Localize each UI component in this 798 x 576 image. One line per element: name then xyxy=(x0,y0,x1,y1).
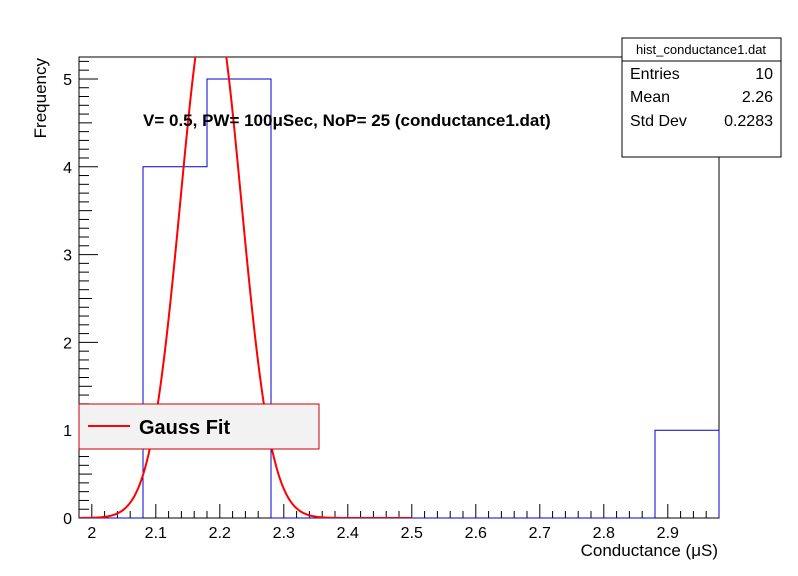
y-axis-title: Frequency xyxy=(31,58,50,139)
legend-label-gauss-fit: Gauss Fit xyxy=(139,417,230,439)
x-tick-label: 2.3 xyxy=(273,525,295,542)
stats-box-title: hist_conductance1.dat xyxy=(636,42,766,57)
y-tick-label: 5 xyxy=(63,72,72,89)
x-axis-title: Conductance (μS) xyxy=(581,541,718,560)
y-tick-label: 4 xyxy=(63,160,72,177)
x-tick-label: 2.9 xyxy=(657,525,679,542)
stats-label-entries: Entries xyxy=(630,66,680,83)
x-tick-label: 2 xyxy=(87,525,96,542)
stats-box: hist_conductance1.dat Entries 10 Mean 2.… xyxy=(621,37,782,158)
x-tick-label: 2.5 xyxy=(401,525,423,542)
x-tick-label: 2.7 xyxy=(529,525,551,542)
plot-annotation: V= 0.5, PW= 100μSec, NoP= 25 (conductanc… xyxy=(143,111,551,130)
stats-label-mean: Mean xyxy=(630,89,670,106)
gauss-fit-curve xyxy=(79,57,412,518)
x-tick-label: 2.1 xyxy=(145,525,167,542)
stats-value-stddev: 0.2283 xyxy=(724,113,773,130)
y-tick-label: 3 xyxy=(63,248,72,265)
stats-box-frame xyxy=(621,37,782,158)
x-tick-label: 2.2 xyxy=(209,525,231,542)
y-tick-label: 0 xyxy=(63,511,72,528)
stats-value-mean: 2.26 xyxy=(742,89,773,106)
stats-value-entries: 10 xyxy=(755,66,773,83)
y-tick-label: 2 xyxy=(63,335,72,352)
x-tick-label: 2.4 xyxy=(337,525,359,542)
stats-label-stddev: Std Dev xyxy=(630,113,687,130)
legend: Gauss Fit xyxy=(78,403,320,450)
x-tick-label: 2.6 xyxy=(465,525,487,542)
x-tick-label: 2.8 xyxy=(593,525,615,542)
y-tick-label: 1 xyxy=(63,423,72,440)
